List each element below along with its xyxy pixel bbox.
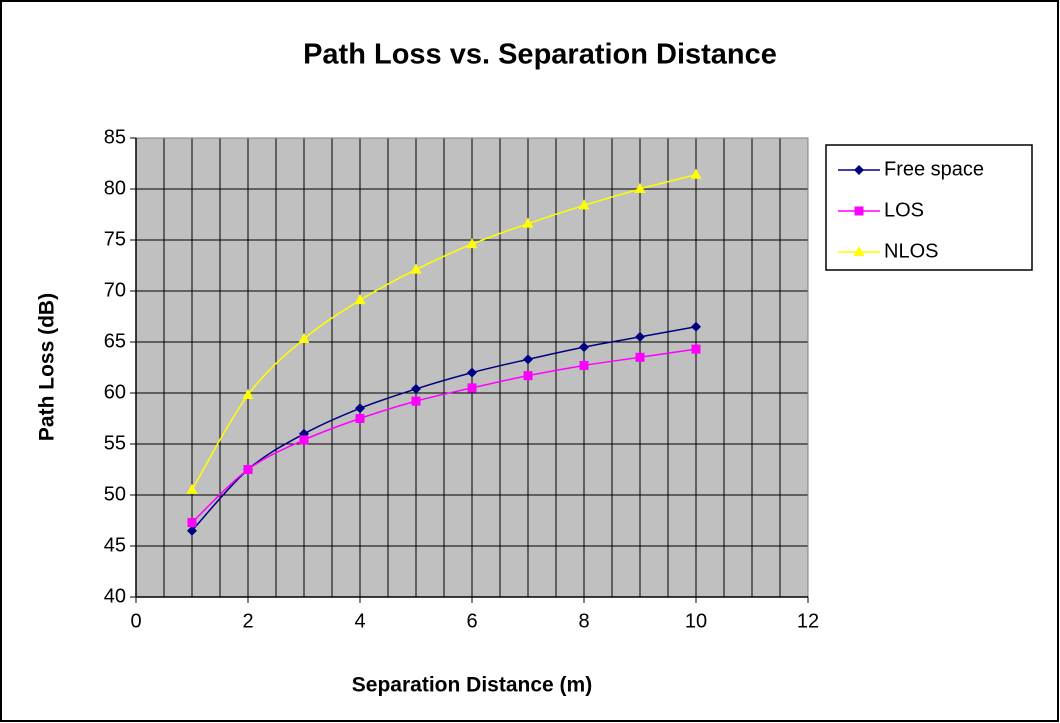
y-tick-label: 85 bbox=[104, 126, 126, 148]
marker bbox=[854, 206, 864, 216]
y-tick-label: 65 bbox=[104, 330, 126, 352]
x-tick-label: 8 bbox=[578, 610, 589, 632]
series-line bbox=[191, 325, 697, 532]
y-axis-label: Path Loss (dB) bbox=[36, 293, 59, 441]
y-tick-label: 75 bbox=[104, 228, 126, 250]
x-tick-label: 6 bbox=[466, 610, 477, 632]
y-tick-label: 45 bbox=[104, 534, 126, 556]
marker bbox=[579, 360, 589, 370]
marker bbox=[522, 217, 534, 228]
marker bbox=[466, 238, 478, 249]
x-tick-label: 4 bbox=[354, 610, 365, 632]
chart-title: Path Loss vs. Separation Distance bbox=[303, 39, 777, 71]
marker bbox=[298, 332, 310, 343]
x-tick-label: 12 bbox=[797, 610, 819, 632]
marker bbox=[691, 321, 701, 332]
marker bbox=[578, 199, 590, 210]
marker bbox=[523, 371, 533, 381]
marker bbox=[635, 331, 645, 342]
marker bbox=[187, 518, 197, 528]
series-line bbox=[191, 173, 697, 491]
y-tick-label: 80 bbox=[104, 177, 126, 199]
marker bbox=[523, 354, 533, 365]
y-tick-label: 55 bbox=[104, 432, 126, 454]
y-tick-label: 60 bbox=[104, 381, 126, 403]
x-tick-label: 0 bbox=[130, 610, 141, 632]
marker bbox=[411, 396, 421, 406]
marker bbox=[187, 525, 197, 536]
marker bbox=[634, 183, 646, 193]
marker bbox=[635, 352, 645, 362]
marker bbox=[186, 483, 198, 494]
marker bbox=[299, 435, 309, 445]
legend-label: Free space bbox=[884, 158, 984, 180]
series-line bbox=[191, 348, 697, 524]
x-axis-label: Separation Distance (m) bbox=[352, 674, 592, 697]
marker bbox=[579, 342, 589, 353]
marker bbox=[410, 263, 422, 274]
legend-label: LOS bbox=[884, 199, 924, 221]
y-tick-label: 40 bbox=[104, 585, 126, 607]
marker bbox=[467, 383, 477, 393]
y-tick-label: 50 bbox=[104, 483, 126, 505]
x-tick-label: 2 bbox=[242, 610, 253, 632]
marker bbox=[853, 246, 865, 256]
x-tick-label: 10 bbox=[685, 610, 707, 632]
marker bbox=[411, 383, 421, 394]
legend-label: NLOS bbox=[884, 240, 938, 262]
marker bbox=[355, 403, 365, 414]
marker bbox=[242, 389, 254, 400]
marker bbox=[691, 344, 701, 354]
marker bbox=[355, 414, 365, 423]
marker bbox=[690, 168, 702, 179]
y-tick-label: 70 bbox=[104, 279, 126, 301]
marker bbox=[854, 165, 864, 175]
marker bbox=[354, 294, 366, 305]
marker bbox=[243, 465, 253, 474]
marker bbox=[467, 367, 477, 378]
